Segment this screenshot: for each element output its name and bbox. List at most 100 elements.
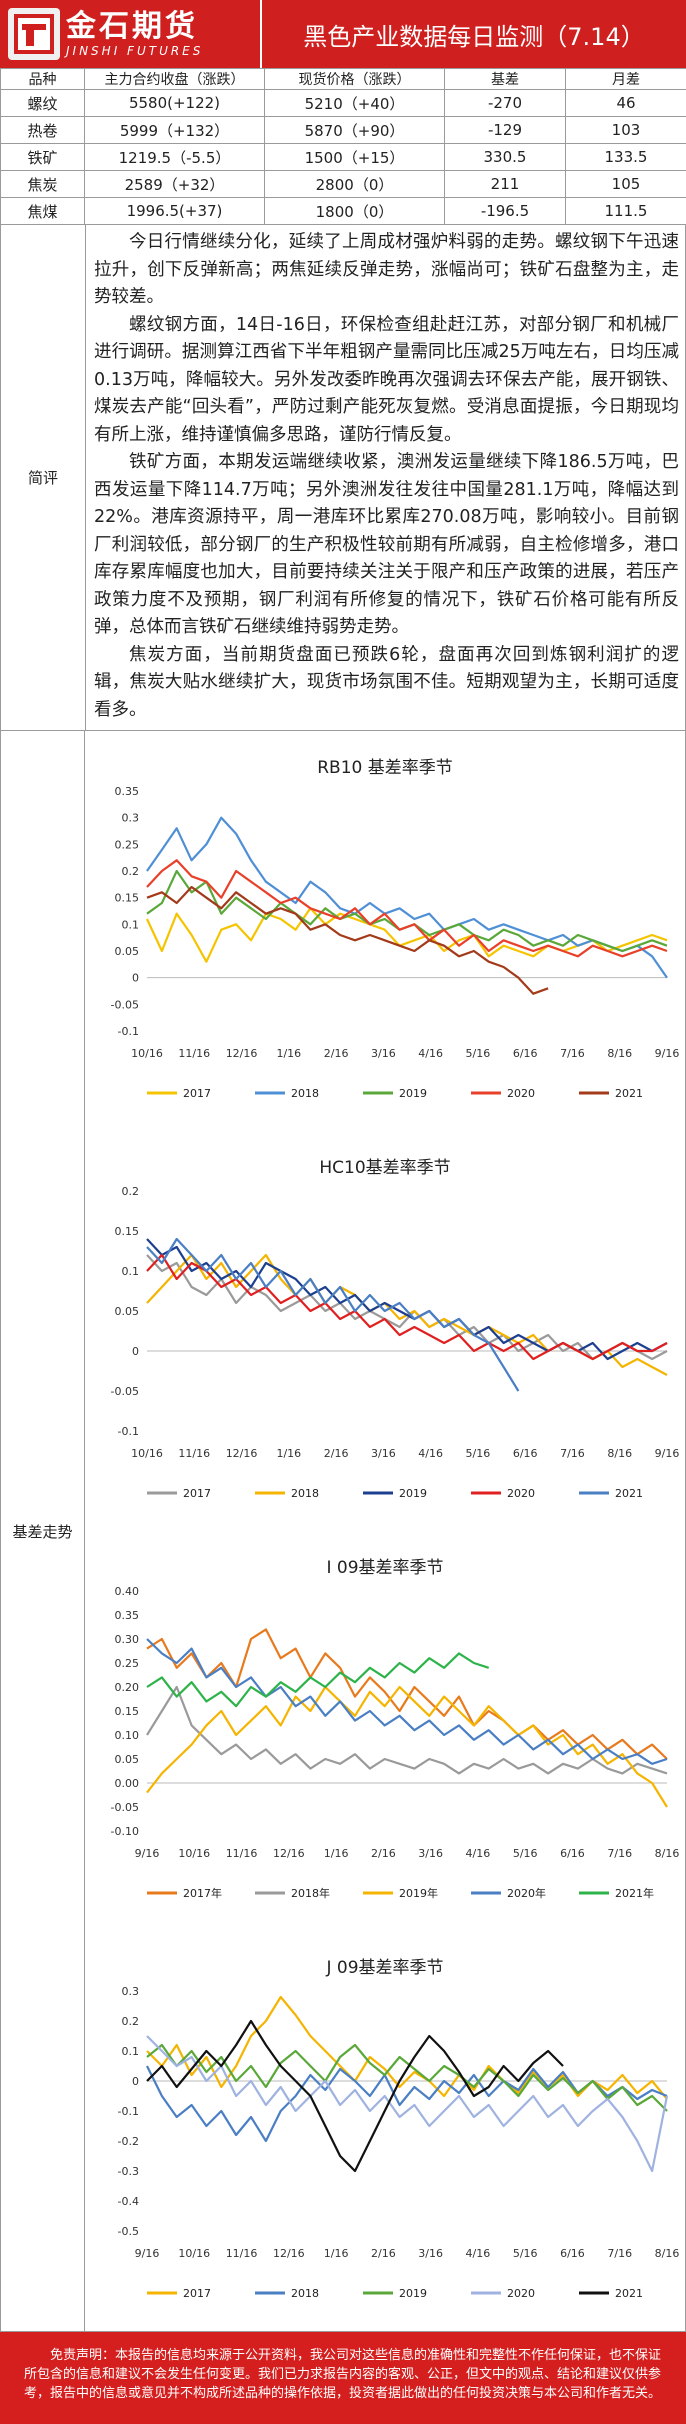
- x-tick-label: 4/16: [466, 1847, 491, 1860]
- table-cell: 2589（+32）: [85, 171, 265, 198]
- x-tick-label: 11/16: [226, 1847, 258, 1860]
- y-tick-label: -0.05: [111, 1385, 139, 1398]
- table-cell: 5210（+40）: [265, 90, 445, 117]
- y-tick-label: -0.05: [111, 998, 139, 1011]
- x-tick-label: 3/16: [371, 1047, 396, 1060]
- x-tick-label: 7/16: [560, 1047, 585, 1060]
- table-cell: 103: [566, 117, 686, 144]
- legend-label: 2018: [291, 1087, 319, 1100]
- summary-text: 今日行情继续分化，延续了上周成材强炉料弱的走势。螺纹钢下午迅速拉升，创下反弹新高…: [86, 225, 685, 730]
- x-tick-label: 6/16: [513, 1447, 538, 1460]
- table-cell: 铁矿: [1, 144, 85, 171]
- header-cell: 基差: [445, 69, 566, 90]
- x-tick-label: 12/16: [226, 1447, 258, 1460]
- summary-paragraph: 螺纹钢方面，14日-16日，环保检查组赴赶江苏，对部分钢厂和机械厂进行调研。据测…: [94, 312, 679, 450]
- series-line: [147, 1239, 667, 1359]
- table-cell: 5999（+132）: [85, 117, 265, 144]
- table-cell: 105: [566, 171, 686, 198]
- chart-title: RB10 基差率季节: [317, 758, 453, 778]
- x-tick-label: 5/16: [466, 1047, 491, 1060]
- y-tick-label: 0.40: [115, 1585, 140, 1598]
- x-tick-label: 10/16: [178, 2247, 210, 2260]
- x-tick-label: 10/16: [178, 1847, 210, 1860]
- y-tick-label: 0.10: [115, 1729, 140, 1742]
- legend-label: 2021: [615, 2287, 643, 2300]
- header-cell: 月差: [566, 69, 686, 90]
- table-cell: 1996.5(+37): [85, 198, 265, 225]
- x-tick-label: 3/16: [418, 1847, 443, 1860]
- table-cell: 1219.5（-5.5）: [85, 144, 265, 171]
- legend-label: 2021: [615, 1487, 643, 1500]
- legend-label: 2019: [399, 1087, 427, 1100]
- y-tick-label: 0.2: [122, 865, 140, 878]
- y-tick-label: 0.05: [115, 1753, 140, 1766]
- x-tick-label: 10/16: [131, 1047, 163, 1060]
- y-tick-label: 0.15: [115, 1705, 140, 1718]
- y-tick-label: 0.15: [115, 1225, 140, 1238]
- i09-chart: I 09基差率季节0.400.350.300.250.200.150.100.0…: [85, 1531, 685, 1931]
- x-tick-label: 4/16: [418, 1447, 443, 1460]
- summary-section: 简评 今日行情继续分化，延续了上周成材强炉料弱的走势。螺纹钢下午迅速拉升，创下反…: [0, 225, 686, 731]
- x-tick-label: 9/16: [135, 1847, 160, 1860]
- x-tick-label: 8/16: [655, 2247, 680, 2260]
- series-line: [147, 818, 667, 978]
- table-row: 焦煤 1996.5(+37) 1800（0） -196.5 111.5: [1, 198, 686, 225]
- series-line: [147, 2036, 667, 2171]
- y-tick-label: 0.2: [122, 1185, 140, 1198]
- table-cell: 1500（+15）: [265, 144, 445, 171]
- header-cell: 主力合约收盘（涨跌）: [85, 69, 265, 90]
- y-tick-label: 0.1: [122, 2045, 140, 2058]
- logo: 金石期货 JINSHI FUTURES: [0, 0, 260, 68]
- y-tick-label: 0.3: [122, 812, 140, 825]
- x-tick-label: 1/16: [276, 1447, 301, 1460]
- disclaimer: 免责声明：本报告的信息均来源于公开资料，我公司对这些信息的准确性和完整性不作任何…: [0, 2332, 686, 2424]
- x-tick-label: 12/16: [273, 1847, 305, 1860]
- x-tick-label: 2/16: [371, 1847, 396, 1860]
- header: 金石期货 JINSHI FUTURES 黑色产业数据每日监测（7.14）: [0, 0, 686, 68]
- y-tick-label: -0.4: [118, 2195, 139, 2208]
- x-tick-label: 1/16: [276, 1047, 301, 1060]
- x-tick-label: 8/16: [607, 1047, 632, 1060]
- y-tick-label: 0.00: [115, 1777, 140, 1790]
- y-tick-label: 0.35: [115, 785, 140, 798]
- table-cell: 5580(+122): [85, 90, 265, 117]
- y-tick-label: 0: [132, 972, 139, 985]
- summary-paragraph: 今日行情继续分化，延续了上周成材强炉料弱的走势。螺纹钢下午迅速拉升，创下反弹新高…: [94, 229, 679, 312]
- series-line: [147, 2066, 667, 2141]
- legend-label: 2021年: [615, 1886, 654, 1900]
- summary-paragraph: 焦炭方面，当前期货盘面已预跌6轮，盘面再次回到炼钢利润扩的逻辑，焦炭大贴水继续扩…: [94, 642, 679, 725]
- x-tick-label: 10/16: [131, 1447, 163, 1460]
- x-tick-label: 4/16: [418, 1047, 443, 1060]
- legend-label: 2021: [615, 1087, 643, 1100]
- table-cell: 5870（+90）: [265, 117, 445, 144]
- y-tick-label: -0.1: [118, 1025, 139, 1038]
- series-line: [147, 2021, 563, 2171]
- chart-title: HC10基差率季节: [319, 1158, 450, 1178]
- table-cell: 211: [445, 171, 566, 198]
- table-cell: -129: [445, 117, 566, 144]
- x-tick-label: 6/16: [560, 2247, 585, 2260]
- y-tick-label: 0: [132, 1345, 139, 1358]
- legend-label: 2017年: [183, 1886, 222, 1900]
- chart-title: I 09基差率季节: [326, 1558, 443, 1578]
- x-tick-label: 8/16: [607, 1447, 632, 1460]
- y-tick-label: 0.20: [115, 1681, 140, 1694]
- table-row: 螺纹 5580(+122) 5210（+40） -270 46: [1, 90, 686, 117]
- y-tick-label: -0.5: [118, 2225, 139, 2238]
- table-cell: 46: [566, 90, 686, 117]
- x-tick-label: 5/16: [466, 1447, 491, 1460]
- table-cell: 1800（0）: [265, 198, 445, 225]
- x-tick-label: 2/16: [324, 1047, 349, 1060]
- header-cell: 现货价格（涨跌）: [265, 69, 445, 90]
- header-cell: 品种: [1, 69, 85, 90]
- x-tick-label: 6/16: [513, 1047, 538, 1060]
- x-tick-label: 4/16: [466, 2247, 491, 2260]
- x-tick-label: 5/16: [513, 1847, 538, 1860]
- y-tick-label: 0: [132, 2075, 139, 2088]
- legend-label: 2019: [399, 2287, 427, 2300]
- table-cell: 热卷: [1, 117, 85, 144]
- y-tick-label: 0.2: [122, 2015, 140, 2028]
- legend-label: 2020年: [507, 1886, 546, 1900]
- table-cell: 焦煤: [1, 198, 85, 225]
